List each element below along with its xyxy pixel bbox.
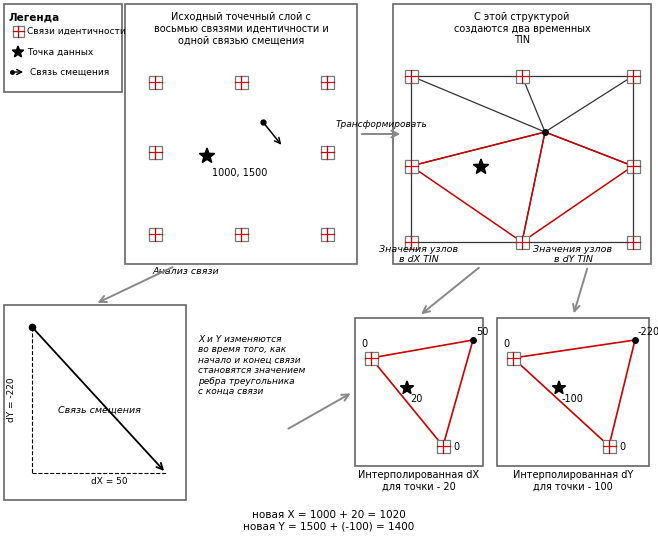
Bar bbox=[515, 70, 528, 82]
Bar bbox=[149, 227, 161, 241]
Polygon shape bbox=[400, 381, 414, 394]
Bar bbox=[234, 76, 247, 88]
Text: Значения узлов
в dY TIN: Значения узлов в dY TIN bbox=[534, 245, 613, 264]
Bar bbox=[626, 160, 640, 172]
Text: -220: -220 bbox=[638, 327, 658, 337]
Text: Связь смещения: Связь смещения bbox=[57, 405, 140, 415]
Bar bbox=[393, 4, 651, 264]
Bar bbox=[626, 70, 640, 82]
Text: -100: -100 bbox=[562, 394, 584, 404]
Text: 1000, 1500: 1000, 1500 bbox=[212, 168, 267, 178]
Bar bbox=[149, 76, 161, 88]
Polygon shape bbox=[13, 46, 24, 57]
Bar bbox=[13, 26, 24, 37]
Bar bbox=[320, 76, 334, 88]
Text: 0: 0 bbox=[504, 339, 510, 349]
Text: Точка данных: Точка данных bbox=[27, 47, 93, 57]
Text: 20: 20 bbox=[410, 394, 422, 404]
Bar bbox=[515, 236, 528, 249]
Bar bbox=[626, 236, 640, 249]
Bar bbox=[320, 146, 334, 158]
Bar bbox=[507, 351, 520, 365]
Bar bbox=[4, 4, 122, 92]
Bar bbox=[365, 351, 378, 365]
Text: Значения узлов
в dX TIN: Значения узлов в dX TIN bbox=[380, 245, 459, 264]
Text: Легенда: Легенда bbox=[9, 13, 61, 23]
Text: Анализ связи: Анализ связи bbox=[153, 267, 220, 276]
Text: 0: 0 bbox=[362, 339, 368, 349]
Bar bbox=[405, 236, 417, 249]
Text: Интерполированная dX
для точки - 20: Интерполированная dX для точки - 20 bbox=[359, 470, 480, 492]
Bar bbox=[320, 227, 334, 241]
Bar bbox=[4, 305, 186, 500]
Text: 50: 50 bbox=[476, 327, 488, 337]
Text: dY = -220: dY = -220 bbox=[7, 378, 16, 423]
Text: 0: 0 bbox=[619, 442, 625, 452]
Bar bbox=[355, 318, 483, 466]
Text: Трансформировать: Трансформировать bbox=[335, 120, 427, 129]
Bar bbox=[125, 4, 357, 264]
Text: новая X = 1000 + 20 = 1020
новая Y = 1500 + (-100) = 1400: новая X = 1000 + 20 = 1020 новая Y = 150… bbox=[243, 510, 415, 532]
Bar bbox=[234, 227, 247, 241]
Text: Связь смещения: Связь смещения bbox=[30, 67, 109, 77]
Text: Интерполированная dY
для точки - 100: Интерполированная dY для точки - 100 bbox=[513, 470, 633, 492]
Bar bbox=[436, 439, 449, 453]
Bar bbox=[603, 439, 615, 453]
Text: dX = 50: dX = 50 bbox=[91, 477, 127, 486]
Bar bbox=[149, 146, 161, 158]
Text: Исходный точечный слой с
восьмью связями идентичности и
одной связью смещения: Исходный точечный слой с восьмью связями… bbox=[153, 12, 328, 45]
Polygon shape bbox=[552, 381, 566, 394]
Text: Связи идентичности: Связи идентичности bbox=[27, 27, 126, 36]
Polygon shape bbox=[199, 148, 215, 162]
Text: Х и Y изменяются
во время того, как
начало и конец связи
становятся значением
ре: Х и Y изменяются во время того, как нача… bbox=[198, 335, 305, 396]
Text: 0: 0 bbox=[453, 442, 459, 452]
Text: С этой структурой
создаются два временных
TIN: С этой структурой создаются два временны… bbox=[453, 12, 590, 45]
Bar bbox=[497, 318, 649, 466]
Bar bbox=[405, 70, 417, 82]
Bar bbox=[405, 160, 417, 172]
Polygon shape bbox=[473, 159, 489, 173]
